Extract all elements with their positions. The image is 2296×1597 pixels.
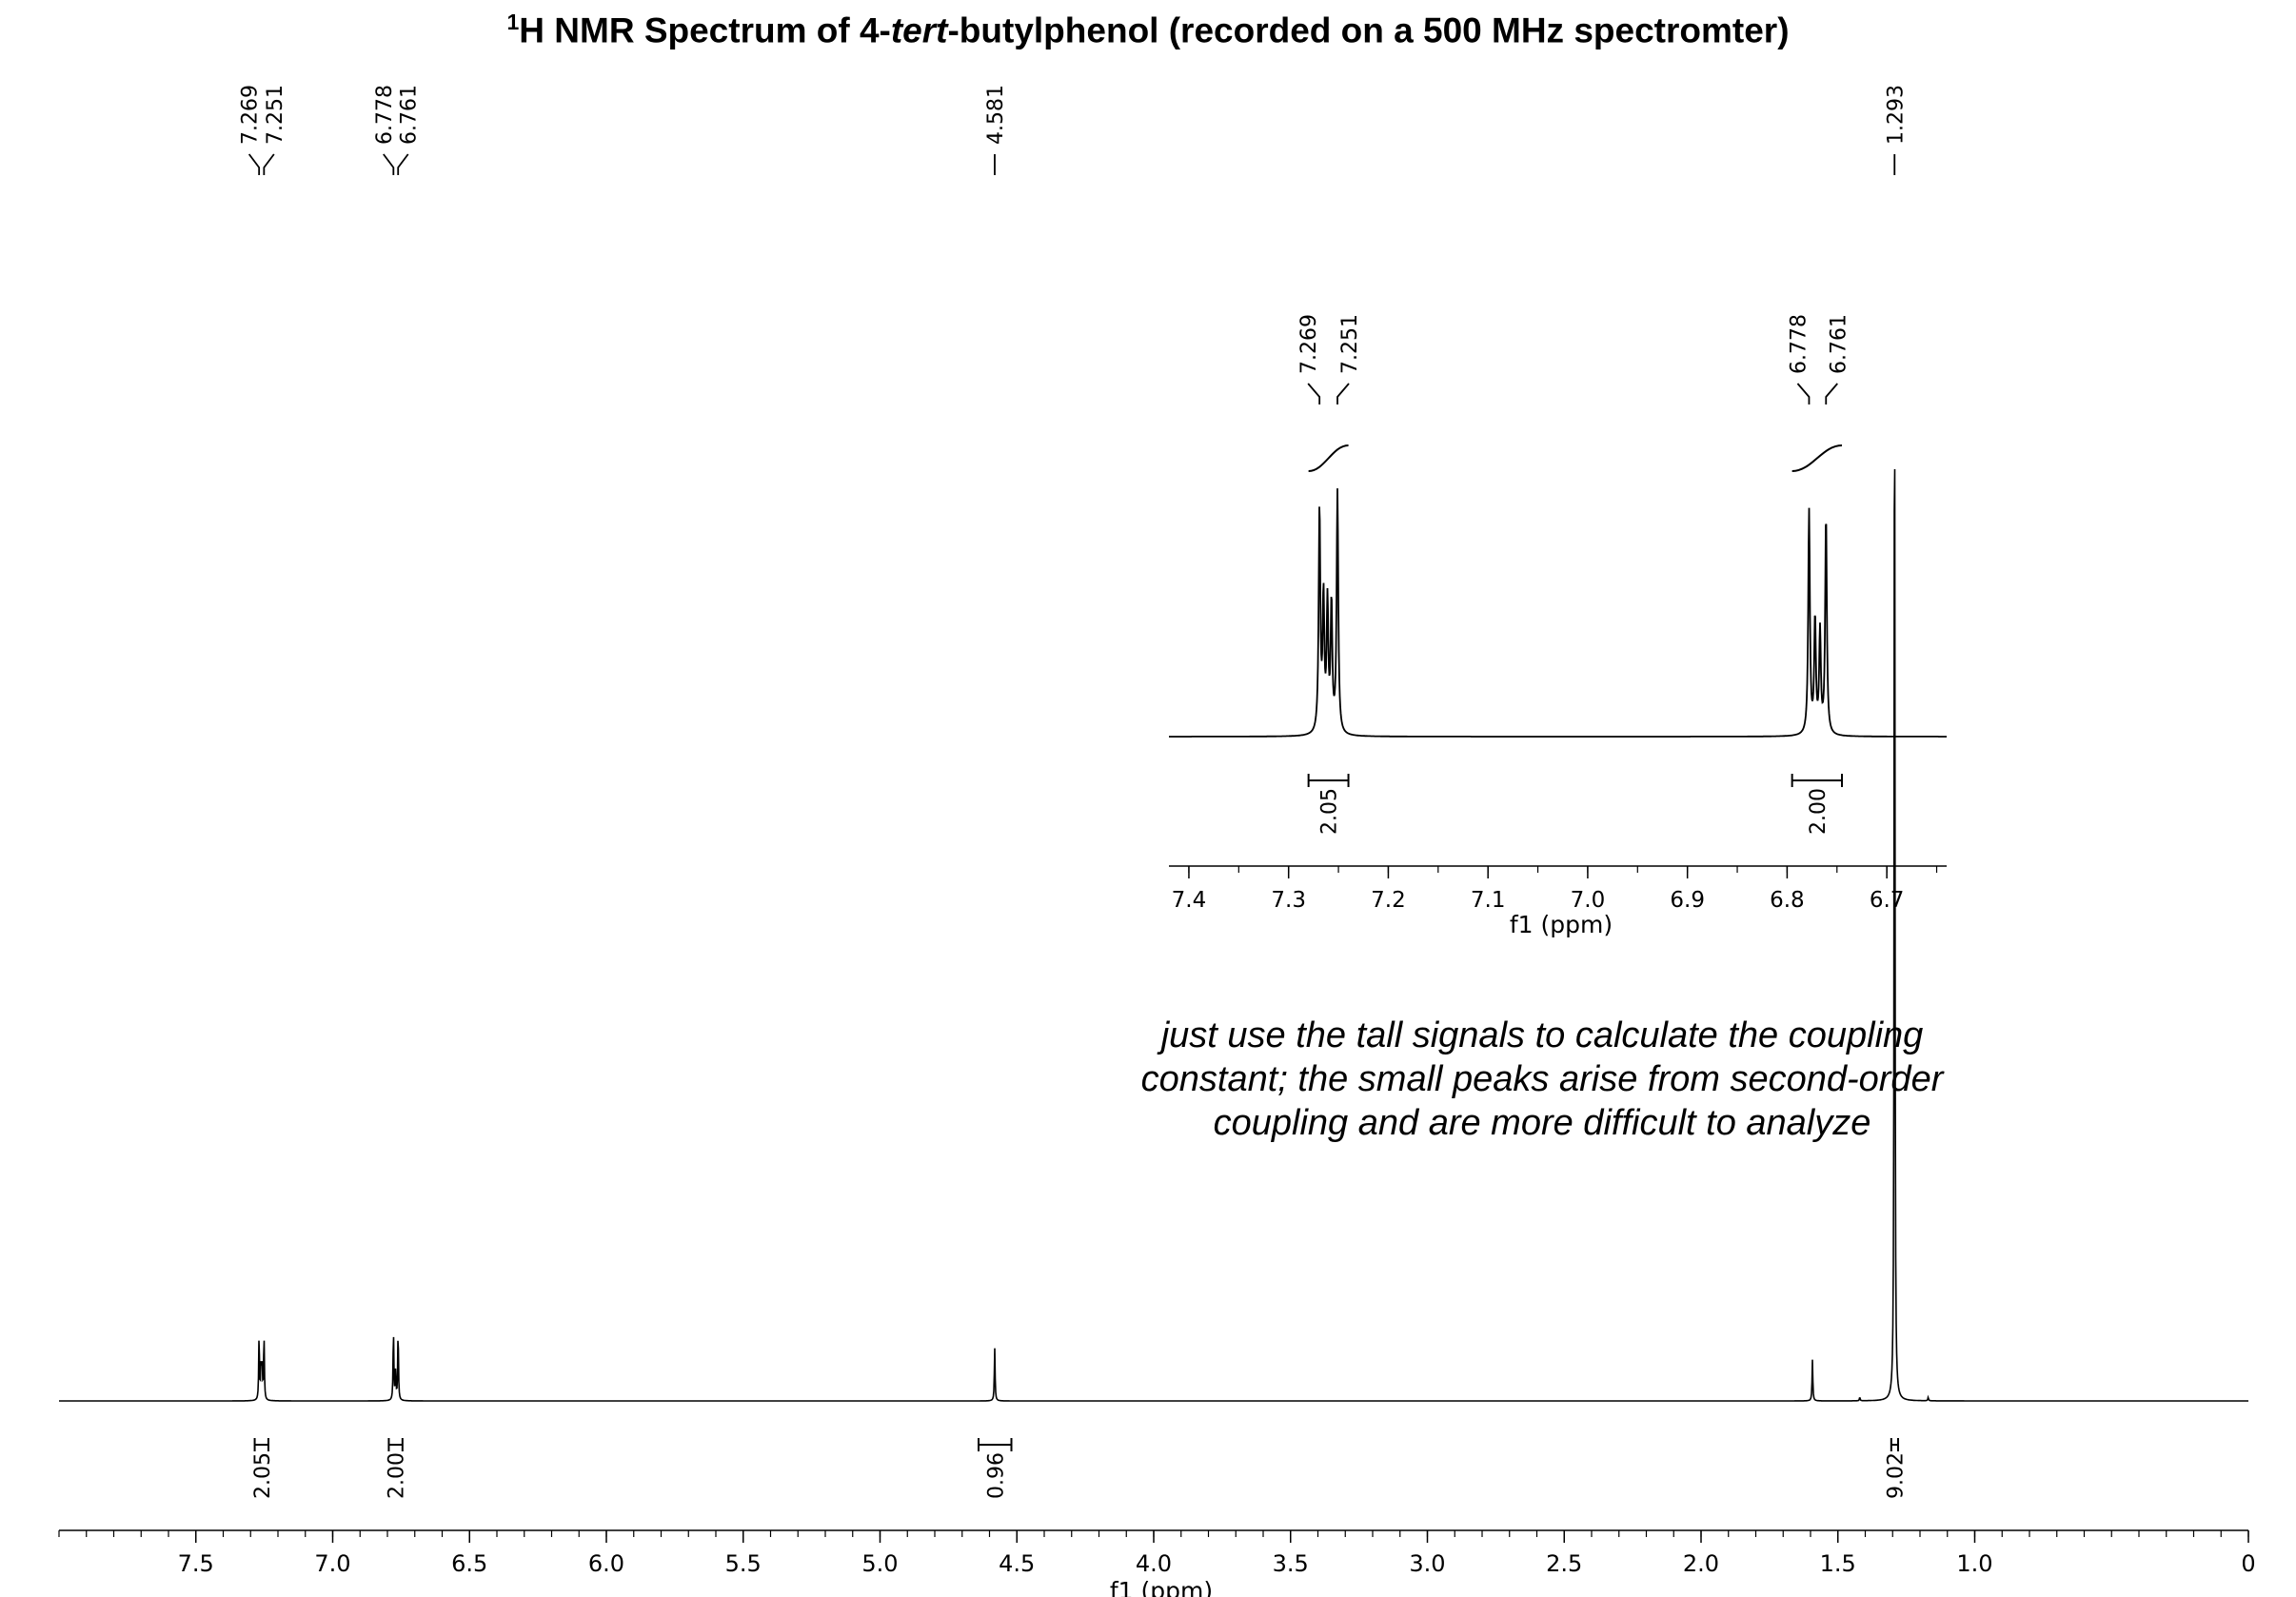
inset-x-tick-label: 7.1 [1471, 888, 1506, 913]
main-peak-label-leader [247, 153, 261, 175]
inset-integral-curve [1308, 444, 1349, 472]
inset-x-axis-title: f1 (ppm) [1510, 911, 1613, 938]
inset-peak-label: 6.761 [1827, 314, 1851, 374]
inset-peak-label-leader [1796, 383, 1811, 404]
main-x-tick-label: 1.5 [1820, 1550, 1856, 1577]
title-superscript: 1 [506, 10, 520, 34]
main-x-tick-label: 6.0 [588, 1550, 624, 1577]
main-x-tick-label: 2.5 [1546, 1550, 1582, 1577]
main-x-tick-label: 4.0 [1136, 1550, 1172, 1577]
main-x-tick-label: 3.0 [1409, 1550, 1445, 1577]
main-x-tick-label: 7.0 [314, 1550, 350, 1577]
main-peak-label: 6.778 [373, 85, 397, 145]
main-peak-label: 7.251 [264, 85, 287, 145]
main-spectrum-line [59, 468, 2248, 1402]
annotation-note: just use the tall signals to calculate t… [1123, 1014, 1961, 1145]
inset-x-tick-label: 6.8 [1770, 888, 1805, 913]
main-x-tick-label: 7.5 [178, 1550, 214, 1577]
note-line: constant; the small peaks arise from sec… [1140, 1059, 1944, 1099]
main-x-axis-title: f1 (ppm) [1110, 1577, 1213, 1597]
inset-spectrum-layer: 7.269 7.251 6.778 6.761 2.05 2.00 7.4 7.3 7.2 7.1… [1169, 314, 1947, 938]
main-peak-label-leader [397, 153, 409, 175]
inset-peak-label-leader [1307, 383, 1321, 404]
main-x-tick-label: 0 [2241, 1550, 2255, 1577]
chart-title: 1H NMR Spectrum of 4-tert-butylphenol (r… [0, 10, 2296, 50]
note-line: coupling and are more difficult to analy… [1213, 1103, 1871, 1143]
inset-peak-label: 6.778 [1787, 314, 1811, 374]
inset-integral-curve [1791, 444, 1843, 472]
main-peak-label-leader [263, 153, 275, 175]
main-integral-value: 2.00 [386, 1452, 409, 1499]
main-x-tick-label: 2.0 [1683, 1550, 1719, 1577]
inset-x-tick-label: 7.0 [1571, 888, 1606, 913]
main-x-tick-label: 3.5 [1273, 1550, 1309, 1577]
title-italic: tert [890, 10, 948, 50]
inset-x-tick-label: 7.3 [1271, 888, 1306, 913]
inset-peak-label-leader [1336, 383, 1350, 404]
inset-peak-label: 7.269 [1297, 314, 1321, 374]
title-text-start: H NMR Spectrum of 4- [519, 10, 891, 50]
inset-x-tick-label: 6.9 [1670, 888, 1705, 913]
note-line: just use the tall signals to calculate t… [1160, 1015, 1924, 1055]
title-text-end: -butylphenol (recorded on a 500 MHz spec… [947, 10, 1790, 50]
inset-x-tick-label: 6.7 [1870, 888, 1905, 913]
inset-x-tick-label: 7.2 [1371, 888, 1406, 913]
main-peak-label-leader [383, 153, 395, 175]
main-peak-label: 1.293 [1884, 85, 1908, 145]
main-x-tick-label: 5.0 [861, 1550, 898, 1577]
main-x-tick-label: 4.5 [999, 1550, 1035, 1577]
inset-integral-value: 2.05 [1318, 788, 1342, 835]
main-x-tick-label: 5.5 [725, 1550, 762, 1577]
main-x-tick-label: 6.5 [451, 1550, 487, 1577]
inset-peak-label: 7.251 [1338, 314, 1362, 374]
main-integral-value: 2.05 [251, 1452, 275, 1499]
inset-integral-value: 2.00 [1807, 788, 1831, 835]
inset-peak-label-leader [1825, 383, 1838, 404]
main-integral-value: 9.02 [1884, 1452, 1908, 1499]
main-peak-label: 4.581 [984, 85, 1008, 145]
main-integral-value: 0.96 [984, 1452, 1008, 1499]
inset-x-tick-label: 7.4 [1172, 888, 1207, 913]
main-x-tick-label: 1.0 [1956, 1550, 1992, 1577]
main-peak-label: 7.269 [239, 85, 263, 145]
inset-spectrum-line [1169, 488, 1947, 738]
main-peak-label: 6.761 [398, 85, 422, 145]
